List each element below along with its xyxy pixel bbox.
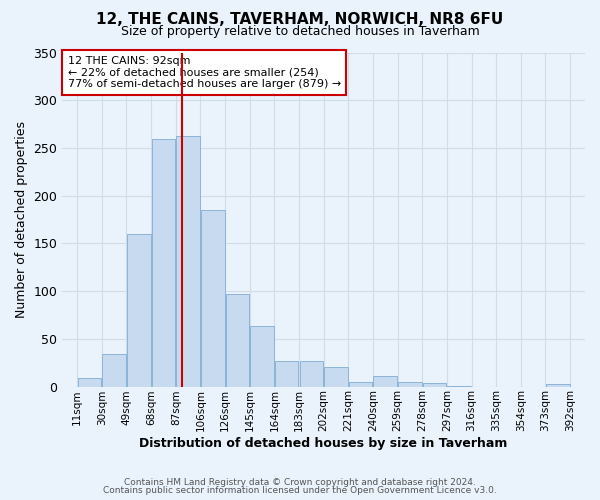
Bar (423, 382, 446, 386)
Bar (103, 354, 126, 386)
Bar (349, 382, 373, 386)
Bar (127, 234, 151, 386)
Text: Size of property relative to detached houses in Taverham: Size of property relative to detached ho… (121, 24, 479, 38)
Bar (373, 376, 397, 386)
Text: 12 THE CAINS: 92sqm
← 22% of detached houses are smaller (254)
77% of semi-detac: 12 THE CAINS: 92sqm ← 22% of detached ho… (68, 56, 341, 89)
Bar (275, 361, 298, 386)
Bar (546, 384, 569, 386)
Bar (226, 294, 249, 386)
Bar (176, 136, 200, 386)
Bar (78, 378, 101, 386)
Bar (398, 382, 422, 386)
Bar (299, 361, 323, 386)
Bar (201, 210, 224, 386)
Text: Contains HM Land Registry data © Crown copyright and database right 2024.: Contains HM Land Registry data © Crown c… (124, 478, 476, 487)
Bar (324, 368, 348, 386)
Y-axis label: Number of detached properties: Number of detached properties (15, 121, 28, 318)
Text: Contains public sector information licensed under the Open Government Licence v3: Contains public sector information licen… (103, 486, 497, 495)
Bar (250, 326, 274, 386)
Text: 12, THE CAINS, TAVERHAM, NORWICH, NR8 6FU: 12, THE CAINS, TAVERHAM, NORWICH, NR8 6F… (97, 12, 503, 28)
X-axis label: Distribution of detached houses by size in Taverham: Distribution of detached houses by size … (139, 437, 508, 450)
Bar (152, 140, 175, 386)
